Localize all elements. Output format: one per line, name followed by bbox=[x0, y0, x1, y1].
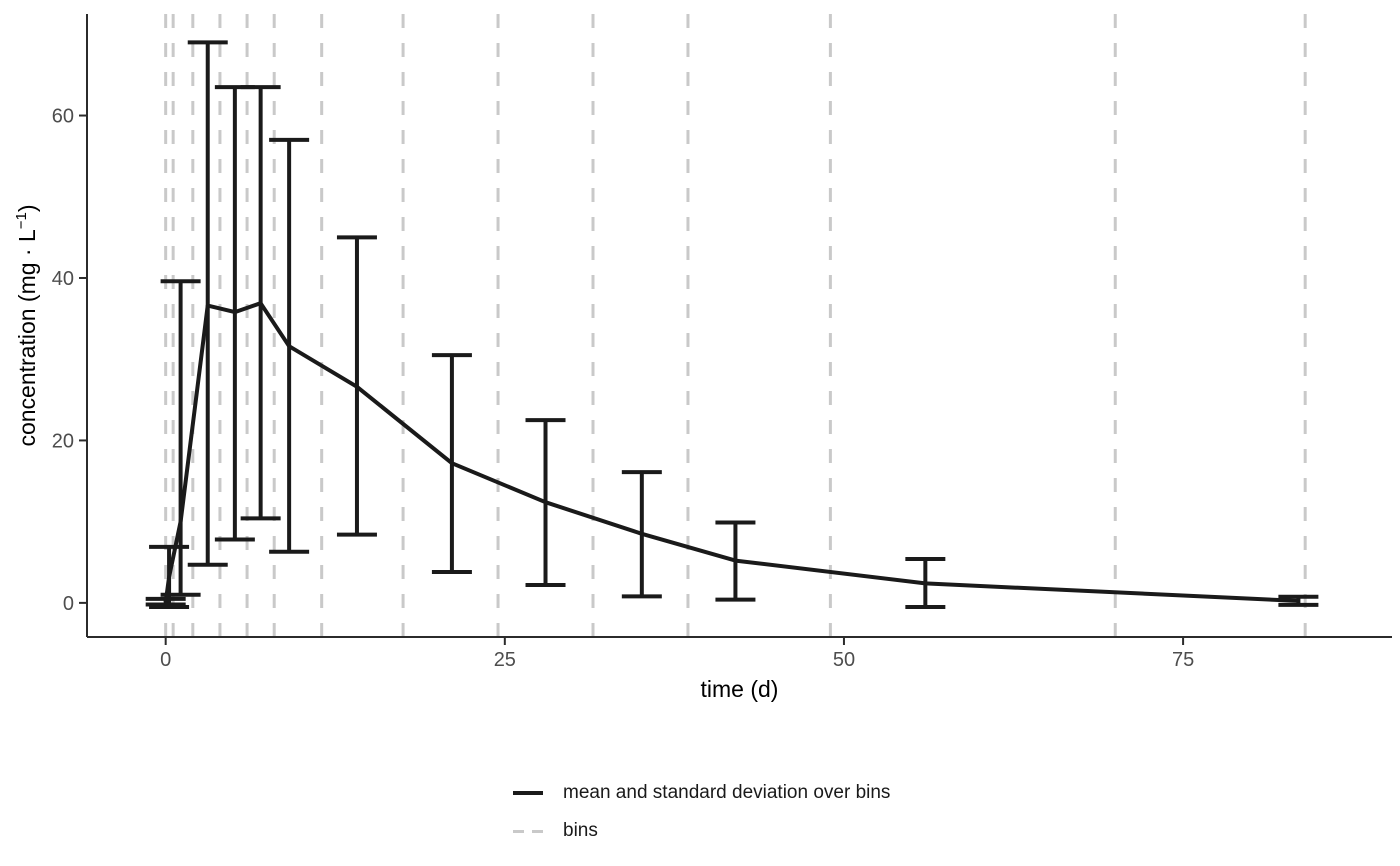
y-axis-title: concentration (mg · L−1) bbox=[13, 204, 40, 446]
error-bars bbox=[145, 40, 1319, 609]
legend-key-dashed-line bbox=[513, 829, 543, 833]
x-tick-label: 50 bbox=[833, 649, 855, 671]
mean-line bbox=[163, 301, 1299, 603]
legend-key-solid-line bbox=[513, 791, 543, 795]
dash-icon bbox=[532, 829, 543, 833]
dash-icon bbox=[513, 829, 524, 833]
x-tick-label: 25 bbox=[494, 649, 516, 671]
error-bar bbox=[187, 40, 228, 567]
legend-item-mean: mean and standard deviation over bins bbox=[513, 782, 890, 804]
y-tick-label: 20 bbox=[52, 430, 74, 452]
legend-label-mean: mean and standard deviation over bins bbox=[563, 782, 891, 803]
legend-label-bins: bins bbox=[563, 820, 598, 841]
y-axis: 0 20 40 60 bbox=[52, 14, 88, 637]
x-tick-label: 0 bbox=[160, 649, 171, 671]
y-tick-label: 60 bbox=[52, 106, 74, 128]
x-tick-label: 75 bbox=[1172, 649, 1194, 671]
x-axis: 0 25 50 75 bbox=[87, 636, 1392, 671]
x-axis-title: time (d) bbox=[701, 676, 779, 702]
legend-item-bins: bins bbox=[513, 820, 598, 842]
y-tick-label: 0 bbox=[63, 593, 74, 615]
y-tick-label: 40 bbox=[52, 268, 74, 290]
solid-line-icon bbox=[513, 791, 543, 795]
